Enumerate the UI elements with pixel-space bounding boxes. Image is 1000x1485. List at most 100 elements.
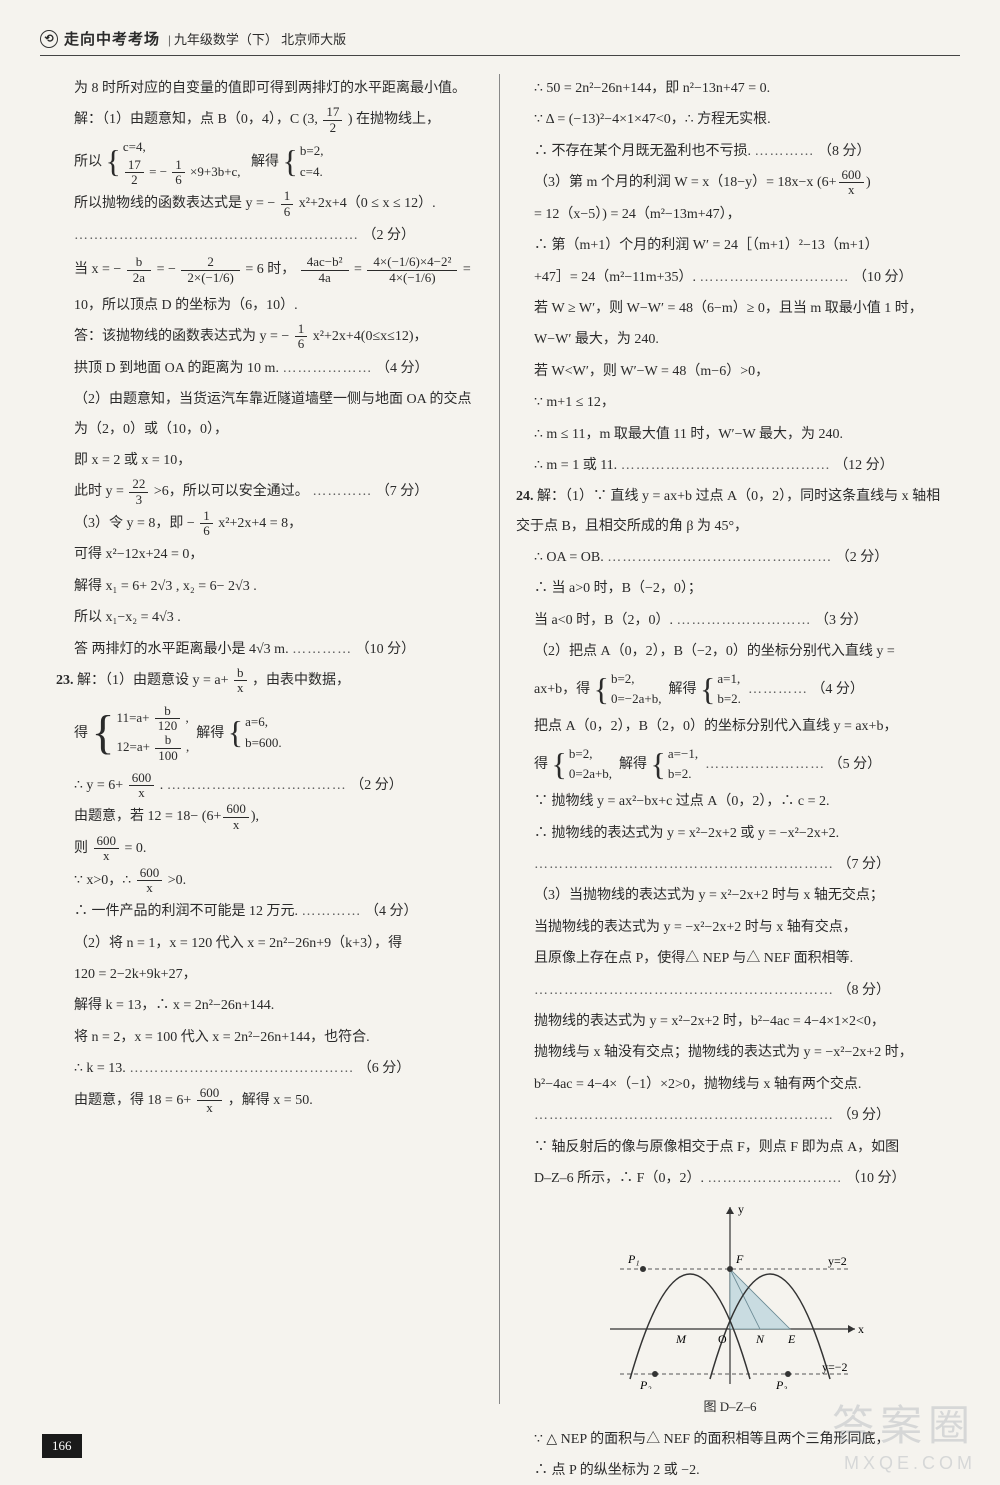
dots: …………………………: [700, 270, 850, 285]
text: ∴ y = 6+: [74, 778, 123, 793]
text-line: （2）将 n = 1，x = 120 代入 x = 2n²−26n+9（k+3）…: [56, 929, 483, 958]
fraction: 4ac−b²4a: [301, 255, 349, 285]
text: 答 两排灯的水平距离最小是 4√3 m.: [74, 642, 292, 657]
score: （12 分）: [834, 458, 894, 473]
dots: ……………………………………………………: [534, 983, 834, 998]
point-P1: P₁: [627, 1252, 640, 1266]
dots: …………: [312, 484, 372, 499]
text-line: 由题意，若 12 = 18− (6+600x),: [56, 802, 483, 832]
dots: ………………………………: [167, 778, 347, 793]
text-line: ∴ m ≤ 11，m 取最大值 11 时，W′−W 最大，为 240.: [516, 420, 944, 449]
text-line: ∵ △ NEP 的面积与△ NEF 的面积相等且两个三角形同底，: [516, 1425, 944, 1454]
dots: …………: [755, 144, 815, 159]
text: 解得: [668, 682, 696, 697]
problem-23: 23. 解：（1）由题意设 y = a+ bx ，由表中数据，: [56, 666, 483, 696]
text-line: 抛物线与 x 轴没有交点；抛物线的表达式为 y = −x²−2x+2 时，: [516, 1038, 944, 1067]
text-line: 抛物线的表达式为 y = x²−2x+2 时，b²−4ac = 4−4×1×2<…: [516, 1007, 944, 1036]
header-subtitle: | 九年级数学（下） 北京师大版: [168, 29, 346, 48]
brace-system: { a=−1, b=2.: [651, 744, 699, 786]
text-line: = 12（x−5）) = 24（m²−13m+47），: [516, 200, 944, 229]
text-line: ∵ m+1 ≤ 12，: [516, 388, 944, 417]
brace-icon: {: [92, 714, 115, 752]
text: 则: [74, 841, 88, 856]
fraction: 172: [323, 105, 342, 135]
sys-row: b=2.: [668, 764, 698, 785]
text: 答：该抛物线的函数表达式为 y = −: [74, 329, 289, 344]
score: （2 分）: [363, 228, 416, 243]
score: （7 分）: [838, 857, 891, 872]
brace-icon: {: [594, 677, 609, 703]
text: 得: [74, 725, 88, 740]
score: （7 分）: [376, 484, 429, 499]
sys-row: 0=−2a+b,: [611, 689, 662, 710]
fraction: 22×(−1/6): [181, 255, 239, 285]
score-line: D–Z–6 所示，∴ F（0，2）. ……………………… （10 分）: [516, 1164, 944, 1193]
text-line: 当 x = − b2a = − 22×(−1/6) = 6 时， 4ac−b²4…: [56, 252, 483, 288]
text-line: 解：（1）由题意知，点 B（0，4），C (3, 172 ) 在抛物线上，: [56, 105, 483, 135]
text-line: ∵ Δ = (−13)²−4×1×47<0，∴ 方程无实根.: [516, 105, 944, 134]
dots: ………………: [282, 361, 372, 376]
score-line: ∴ 一件产品的利润不可能是 12 万元. ………… （4 分）: [56, 897, 483, 926]
text: = −: [157, 262, 176, 277]
brace-system: { a=1, b=2.: [700, 669, 741, 711]
text-line: 所以抛物线的函数表达式是 y = − 16 x²+2x+4（0 ≤ x ≤ 12…: [56, 189, 483, 219]
text: x²+2x+4（0 ≤ x ≤ 12）.: [299, 196, 436, 211]
page-header: ⟲ 走向中考考场 | 九年级数学（下） 北京师大版: [40, 28, 960, 56]
score-line: ∴ 不存在某个月既无盈利也不亏损. ………… （8 分）: [516, 137, 944, 166]
line-label-y2: y=2: [828, 1254, 847, 1268]
sys-row: 11=a+ b120 ,: [117, 704, 190, 734]
sys-row: b=2,: [300, 141, 324, 162]
equation-system: 得 { 11=a+ b120 , 12=a+ b100 , 解得: [56, 704, 483, 763]
fraction: 600x: [839, 168, 865, 198]
text-line: ∴ 抛物线的表达式为 y = x²−2x+2 或 y = −x²−2x+2.: [516, 819, 944, 848]
left-column: 为 8 时所对应的自变量的值即可得到两排灯的水平距离最小值。 解：（1）由题意知…: [40, 74, 500, 1404]
text-line: 所以 x₁−x₂ = 4√3 .: [56, 603, 483, 632]
text-line: W−W′ 最大，为 240.: [516, 325, 944, 354]
score: （10 分）: [853, 270, 913, 285]
text: D–Z–6 所示，∴ F（0，2）.: [534, 1171, 707, 1186]
point-N: N: [755, 1332, 765, 1346]
text-line: （3）令 y = 8，即 − 16 x²+2x+4 = 8，: [56, 509, 483, 539]
text-line: 将 n = 2，x = 100 代入 x = 2n²−26n+144，也符合.: [56, 1023, 483, 1052]
point-M: M: [675, 1332, 687, 1346]
text-line: （2）把点 A（0，2），B（−2，0）的坐标分别代入直线 y =: [516, 637, 944, 666]
text-line: （2）由题意知，当货运汽车靠近隧道墙壁一侧与地面 OA 的交点为（2，0）或（1…: [56, 385, 483, 444]
fraction: 600x: [94, 834, 120, 864]
point-P2: P₂: [639, 1378, 652, 1389]
brace-system: { 11=a+ b120 , 12=a+ b100 ,: [92, 704, 190, 763]
dots: ……………………………………: [621, 458, 831, 473]
point-F: F: [735, 1252, 744, 1266]
text: ，解得 x = 50.: [228, 1093, 313, 1108]
logo-icon: ⟲: [40, 30, 58, 48]
sys-row: a=1,: [717, 669, 741, 690]
dots: ……………………………………………………: [534, 857, 834, 872]
sys-row: 12=a+ b100 ,: [117, 733, 190, 763]
dots: …………: [302, 904, 362, 919]
brace-icon: {: [228, 720, 243, 746]
score: （10 分）: [356, 642, 416, 657]
text: 所以: [74, 154, 102, 169]
text: ∴ 不存在某个月既无盈利也不亏损.: [534, 144, 755, 159]
text: ∴ 一件产品的利润不可能是 12 万元.: [74, 904, 302, 919]
fraction: 600x: [137, 866, 163, 896]
score: （10 分）: [846, 1171, 906, 1186]
text-line: 可得 x²−12x+24 = 0，: [56, 540, 483, 569]
text: 由题意，得 18 = 6+: [74, 1093, 191, 1108]
sys-row: c=4.: [300, 162, 324, 183]
score: （6 分）: [358, 1061, 411, 1076]
score-line: 此时 y = 223 >6，所以可以安全通过。 ………… （7 分）: [56, 477, 483, 507]
two-column-layout: 为 8 时所对应的自变量的值即可得到两排灯的水平距离最小值。 解：（1）由题意知…: [40, 74, 960, 1404]
text: （3）第 m 个月的利润 W = x（18−y）= 18x−x: [534, 175, 813, 190]
score: （9 分）: [838, 1108, 891, 1123]
fraction: 16: [200, 509, 213, 539]
fraction: 223: [129, 477, 148, 507]
problem-24: 24. 解：（1）∵ 直线 y = ax+b 过点 A（0，2），同时这条直线与…: [516, 482, 944, 541]
axis-label-x: x: [858, 1322, 864, 1336]
fraction: 600x: [223, 802, 249, 832]
text: 所以抛物线的函数表达式是 y = −: [74, 196, 275, 211]
text: ax+b，得: [534, 682, 590, 697]
fraction: bx: [234, 666, 247, 696]
brace-icon: {: [552, 752, 567, 778]
text-line: ∵ 抛物线 y = ax²−bx+c 过点 A（0，2），∴ c = 2.: [516, 787, 944, 816]
text: (3,: [303, 112, 322, 127]
